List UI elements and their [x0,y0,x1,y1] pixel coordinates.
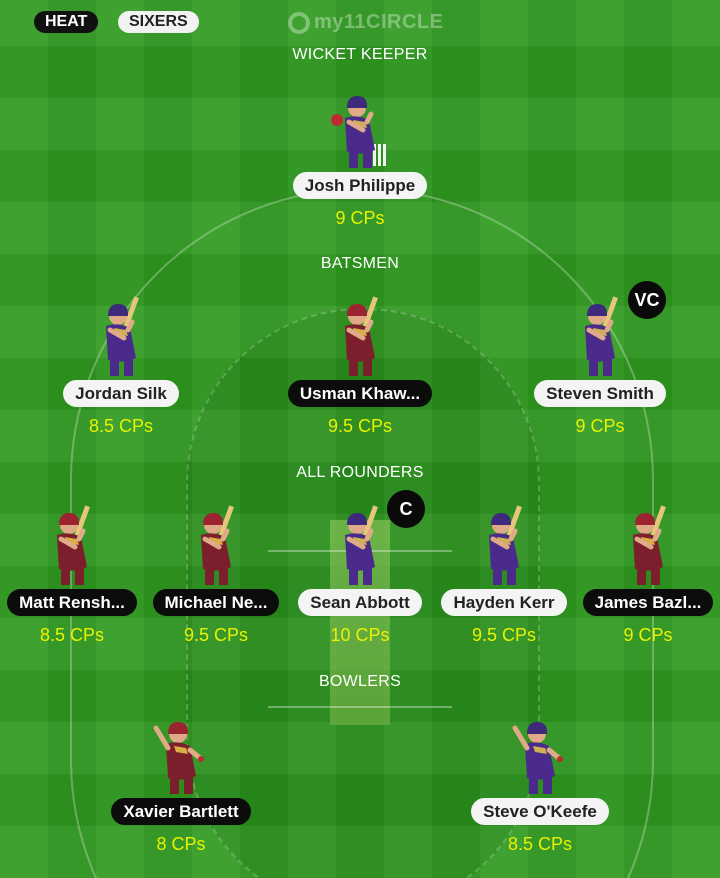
player-card[interactable]: Josh Philippe 9 CPs [285,86,435,276]
player-card[interactable]: Steven Smith 9 CPs [525,294,675,484]
player-points: 9 CPs [575,416,625,436]
vice-captain-badge: VC [628,281,666,319]
allrounder-icon [57,505,90,585]
player-name: James Bazl... [582,589,714,616]
player-name: Steven Smith [534,380,666,407]
player-points: 9 CPs [335,208,385,228]
player-card[interactable]: Jordan Silk 8.5 CPs [46,294,196,484]
bowler-icon [512,722,563,794]
player-name: Steve O'Keefe [471,798,609,825]
player-points: 10 CPs [330,625,390,645]
player-name: Sean Abbott [298,589,422,616]
player-name: Xavier Bartlett [111,798,251,825]
wicketkeeper-icon [331,96,386,168]
player-points: 8.5 CPs [39,625,105,645]
batsman-icon [106,296,139,376]
player-points: 8.5 CPs [88,416,154,436]
logo-text: my11CIRCLE [314,11,444,33]
batsman-icon [585,296,618,376]
player-name: Matt Rensh... [7,589,137,616]
player-card[interactable]: Matt Rensh... 8.5 CPs [0,503,147,693]
bowler-icon [153,722,204,794]
player-card[interactable]: Sean Abbott 10 CPs [285,503,435,693]
team-badge-away: SIXERS [118,11,199,33]
player-points: 9 CPs [623,625,673,645]
player-card[interactable]: Hayden Kerr 9.5 CPs [429,503,579,693]
player-card[interactable]: Steve O'Keefe 8.5 CPs [465,712,615,878]
player-name: Jordan Silk [63,380,179,407]
logo-ring-icon [288,11,310,34]
allrounder-icon [489,505,522,585]
section-title-wicket-keeper: WICKET KEEPER [292,46,428,63]
player-name: Usman Khaw... [287,380,433,407]
captain-badge: C [387,490,425,528]
player-points: 8 CPs [156,834,206,854]
section-title-all-rounders: ALL ROUNDERS [296,464,424,481]
crease-line [268,706,452,708]
player-points: 9.5 CPs [327,416,393,436]
player-name: Josh Philippe [292,172,428,199]
allrounder-icon [345,505,378,585]
team-badge-home: HEAT [34,11,99,33]
batsman-icon [345,296,378,376]
allrounder-icon [633,505,666,585]
player-points: 9.5 CPs [183,625,249,645]
player-card[interactable]: Michael Ne... 9.5 CPs [141,503,291,693]
player-card[interactable]: James Bazl... 9 CPs [573,503,720,693]
section-title-bowlers: BOWLERS [318,673,402,690]
brand-logo: my11CIRCLE [288,8,444,36]
player-name: Hayden Kerr [441,589,567,616]
player-name: Michael Ne... [152,589,280,616]
player-points: 8.5 CPs [507,834,573,854]
player-card[interactable]: Xavier Bartlett 8 CPs [106,712,256,878]
player-points: 9.5 CPs [471,625,537,645]
player-card[interactable]: Usman Khaw... 9.5 CPs [285,294,435,484]
allrounder-icon [201,505,234,585]
section-title-batsmen: BATSMEN [320,255,400,272]
